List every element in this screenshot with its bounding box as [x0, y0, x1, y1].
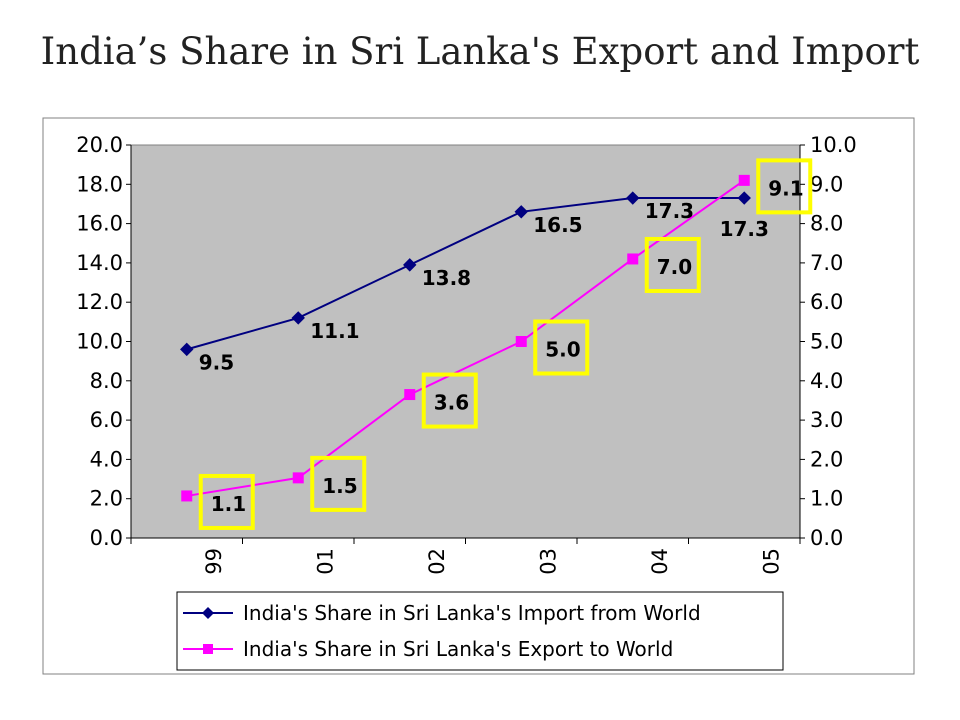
- x-tick-label: 03: [536, 548, 560, 575]
- highlight-box: [421, 372, 478, 429]
- legend-import-label: India's Share in Sri Lanka's Import from…: [243, 601, 701, 625]
- x-tick-label: 02: [425, 548, 449, 575]
- export-data-point: [404, 389, 416, 401]
- left-tick-label: 16.0: [76, 212, 123, 236]
- left-tick-label: 12.0: [76, 290, 123, 314]
- export-data-label: 5.0: [545, 338, 580, 362]
- highlight-box: [310, 455, 367, 512]
- export-data-point: [515, 336, 527, 347]
- import-series-line: [186, 197, 745, 351]
- left-tick-label: 4.0: [90, 447, 123, 471]
- highlight-box: [756, 158, 813, 215]
- left-tick-label: 0.0: [90, 526, 123, 550]
- right-tick-label: 3.0: [810, 408, 843, 432]
- legend-box: [176, 591, 784, 671]
- import-data-label: 13.8: [422, 266, 471, 290]
- legend-diamond-marker: [202, 607, 214, 619]
- import-data-label: 17.3: [720, 217, 769, 241]
- right-tick-label: 7.0: [810, 251, 843, 275]
- plot-area: [130, 144, 801, 539]
- left-tick-label: 8.0: [90, 369, 123, 393]
- right-tick-label: 8.0: [810, 212, 843, 236]
- legend-export-label: India's Share in Sri Lanka's Export to W…: [243, 637, 673, 661]
- export-data-label: 3.6: [434, 391, 469, 415]
- export-data-point: [627, 253, 639, 265]
- right-tick-label: 2.0: [810, 447, 843, 471]
- import-data-label: 17.3: [645, 199, 694, 223]
- export-data-point: [181, 490, 193, 502]
- import-data-point: [403, 258, 417, 272]
- x-tick-label: 04: [648, 548, 672, 575]
- left-tick-label: 20.0: [76, 133, 123, 157]
- x-tick-label: 01: [313, 548, 337, 575]
- left-tick-label: 6.0: [90, 408, 123, 432]
- import-data-label: 11.1: [310, 319, 359, 343]
- left-tick-label: 10.0: [76, 330, 123, 354]
- import-data-point: [180, 342, 194, 357]
- x-tick-label: 05: [759, 548, 783, 575]
- export-data-label: 9.1: [768, 176, 803, 200]
- highlight-box: [644, 236, 701, 293]
- right-tick-label: 9.0: [810, 172, 843, 196]
- import-data-point: [514, 205, 528, 219]
- legend-square-marker: [203, 644, 213, 654]
- right-tick-label: 6.0: [810, 290, 843, 314]
- import-data-point: [626, 191, 640, 205]
- left-tick-label: 18.0: [76, 172, 123, 196]
- export-data-label: 1.1: [211, 492, 246, 516]
- export-data-point: [292, 472, 304, 484]
- right-tick-label: 4.0: [810, 369, 843, 393]
- import-data-point: [291, 311, 305, 325]
- export-data-label: 7.0: [657, 255, 692, 279]
- import-data-point: [737, 191, 751, 205]
- left-tick-label: 14.0: [76, 251, 123, 275]
- left-tick-label: 2.0: [90, 487, 123, 511]
- x-tick-label: 99: [202, 548, 226, 575]
- import-data-label: 9.5: [199, 350, 234, 374]
- right-tick-label: 10.0: [810, 133, 857, 157]
- slide-title: India’s Share in Sri Lanka's Export and …: [40, 30, 920, 73]
- export-data-label: 1.5: [322, 474, 357, 498]
- highlight-box: [198, 473, 255, 530]
- export-data-point: [738, 174, 750, 186]
- right-tick-label: 5.0: [810, 330, 843, 354]
- right-tick-label: 1.0: [810, 487, 843, 511]
- import-data-label: 16.5: [533, 213, 582, 237]
- right-tick-label: 0.0: [810, 526, 843, 550]
- export-series-line: [186, 179, 745, 497]
- highlight-box: [533, 319, 590, 376]
